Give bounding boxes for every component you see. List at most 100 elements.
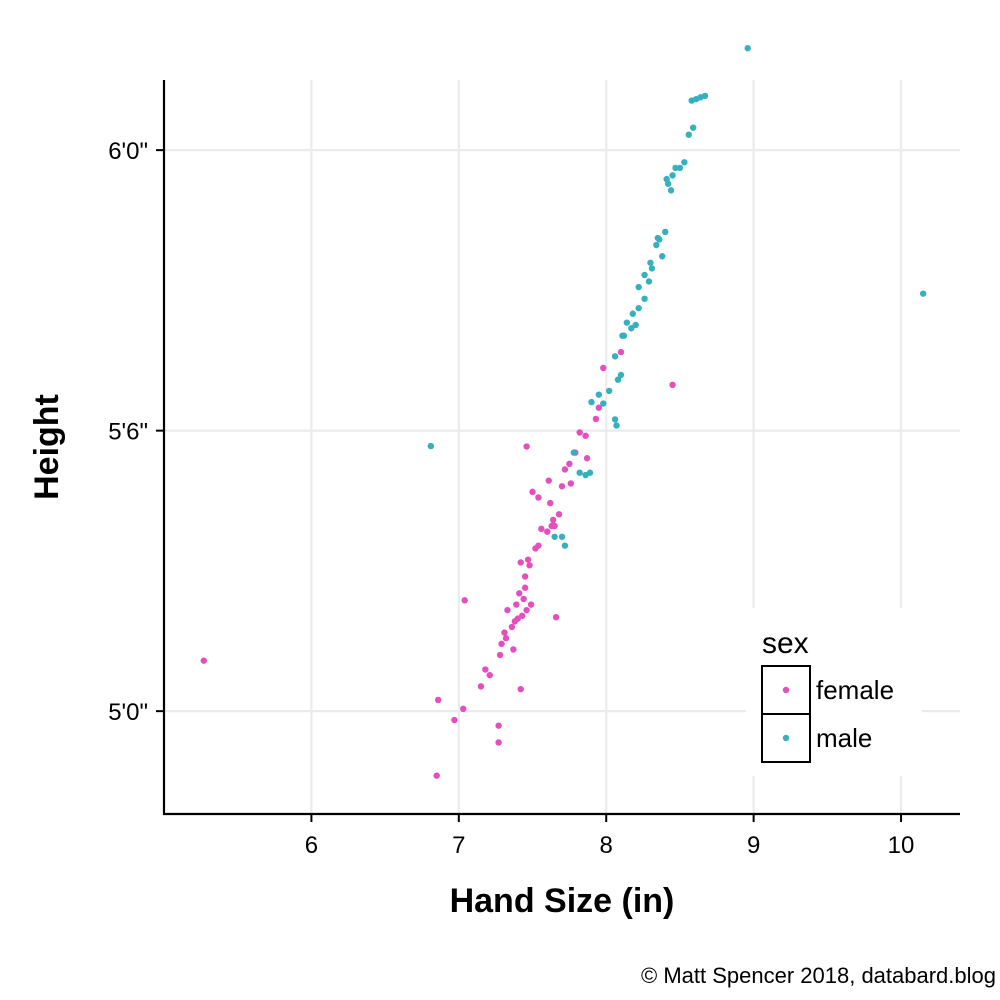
data-point-female bbox=[516, 590, 523, 597]
data-points bbox=[200, 45, 927, 779]
x-tick-label: 8 bbox=[600, 832, 613, 859]
data-point-male bbox=[645, 278, 653, 285]
data-point-male bbox=[919, 290, 927, 297]
data-point-male bbox=[681, 159, 688, 166]
data-point-female bbox=[547, 499, 554, 507]
data-point-female bbox=[544, 528, 551, 535]
data-point-male bbox=[744, 45, 751, 52]
data-point-male bbox=[648, 265, 656, 272]
data-point-male bbox=[641, 271, 648, 279]
legend-key-male bbox=[761, 713, 811, 763]
data-point-female bbox=[513, 601, 520, 608]
data-point-male bbox=[605, 387, 613, 395]
data-point-female bbox=[617, 348, 625, 356]
data-point-male bbox=[689, 124, 697, 131]
y-tick-labels: 5'0" 5'6" 6'0" bbox=[108, 138, 148, 726]
data-point-female bbox=[477, 683, 485, 690]
data-point-male bbox=[613, 422, 620, 429]
data-point-male bbox=[661, 228, 669, 236]
x-tick-labels: 6 7 8 9 10 bbox=[305, 832, 915, 859]
data-point-male bbox=[641, 295, 648, 302]
data-point-female bbox=[561, 466, 569, 473]
data-point-male bbox=[653, 241, 660, 249]
y-tick-label: 5'6" bbox=[108, 419, 148, 446]
y-tick-label: 5'0" bbox=[108, 699, 148, 726]
data-point-male bbox=[654, 234, 662, 242]
data-point-female bbox=[527, 601, 535, 608]
data-point-female bbox=[519, 612, 526, 619]
data-point-female bbox=[517, 685, 524, 693]
data-point-female bbox=[523, 606, 530, 614]
data-point-female bbox=[538, 525, 545, 533]
data-point-female bbox=[549, 516, 557, 524]
data-point-male bbox=[701, 92, 709, 100]
legend-dot-male bbox=[782, 734, 790, 742]
data-point-male bbox=[600, 400, 607, 407]
data-point-female bbox=[486, 671, 493, 679]
legend-label-female: female bbox=[816, 675, 894, 705]
data-point-female bbox=[510, 646, 517, 653]
data-point-male bbox=[619, 332, 626, 339]
data-point-female bbox=[535, 542, 542, 549]
data-point-female bbox=[517, 559, 524, 566]
data-point-female bbox=[498, 640, 505, 648]
data-point-female bbox=[495, 739, 502, 746]
data-point-female bbox=[501, 629, 508, 636]
x-axis-title: Hand Size (in) bbox=[450, 882, 675, 920]
data-point-male bbox=[628, 325, 635, 332]
data-point-male bbox=[611, 353, 619, 360]
data-point-female bbox=[552, 613, 560, 621]
data-point-female bbox=[551, 522, 558, 530]
data-point-male bbox=[595, 391, 603, 398]
data-point-female bbox=[504, 606, 511, 614]
data-point-female bbox=[535, 494, 542, 501]
data-point-female bbox=[545, 477, 552, 484]
data-point-female bbox=[583, 455, 591, 462]
y-tick-label: 6'0" bbox=[108, 138, 148, 165]
data-point-female bbox=[529, 488, 536, 496]
data-point-male bbox=[586, 469, 594, 476]
data-point-female bbox=[567, 480, 575, 487]
data-point-male bbox=[588, 398, 595, 406]
legend-dot-female bbox=[782, 686, 790, 694]
data-point-male bbox=[667, 187, 675, 194]
data-point-female bbox=[496, 651, 504, 659]
data-point-female bbox=[558, 483, 566, 490]
data-point-female bbox=[495, 722, 502, 729]
data-point-male bbox=[551, 533, 558, 540]
data-point-male bbox=[629, 310, 636, 317]
y-axis-title: Height bbox=[28, 394, 66, 500]
data-point-male bbox=[558, 533, 566, 540]
data-point-female bbox=[451, 716, 458, 724]
data-point-female bbox=[434, 696, 442, 704]
data-point-female bbox=[521, 573, 529, 580]
data-point-female bbox=[508, 623, 516, 631]
data-point-female bbox=[482, 666, 489, 673]
data-point-male bbox=[611, 416, 619, 423]
data-point-female bbox=[524, 556, 532, 563]
grid-lines bbox=[164, 80, 960, 814]
data-point-male bbox=[576, 469, 583, 476]
data-point-female bbox=[582, 432, 589, 439]
data-point-female bbox=[566, 460, 573, 468]
data-point-male bbox=[632, 321, 639, 329]
data-point-male bbox=[647, 259, 654, 266]
data-point-male bbox=[623, 319, 631, 326]
data-point-female bbox=[600, 364, 607, 372]
data-point-female bbox=[669, 381, 676, 389]
data-point-female bbox=[523, 443, 530, 450]
data-point-male bbox=[635, 283, 642, 291]
x-tick-label: 10 bbox=[888, 832, 915, 859]
data-point-female bbox=[433, 772, 440, 779]
axes bbox=[156, 80, 960, 822]
data-point-male bbox=[676, 164, 684, 172]
x-tick-label: 7 bbox=[452, 832, 465, 859]
data-point-male bbox=[635, 304, 642, 312]
data-point-female bbox=[521, 584, 529, 591]
data-point-female bbox=[576, 429, 583, 436]
data-point-female bbox=[520, 595, 527, 603]
legend-background bbox=[746, 608, 922, 776]
data-point-male bbox=[659, 253, 666, 260]
data-point-male bbox=[561, 542, 569, 549]
